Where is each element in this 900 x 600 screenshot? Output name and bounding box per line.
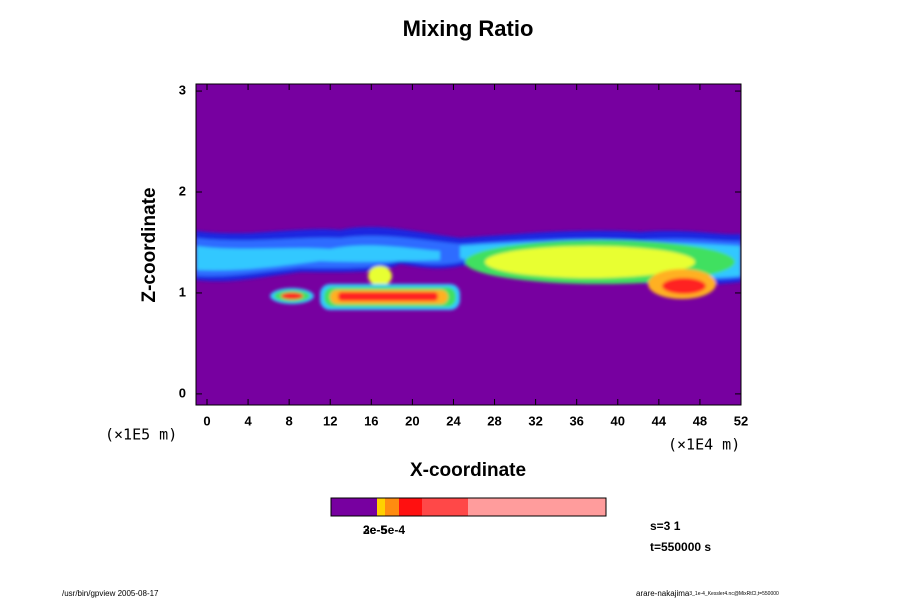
y-axis-title: Z-coordinate — [139, 187, 160, 302]
colorbar-segment — [385, 498, 399, 516]
y-tick-label: 2 — [179, 183, 186, 198]
colorbar-segment — [399, 498, 422, 516]
x-tick-label: 40 — [611, 413, 625, 428]
x-tick-label: 20 — [405, 413, 419, 428]
colorbar-segment — [331, 498, 377, 516]
x-tick-label: 32 — [528, 413, 542, 428]
x-tick-label: 4 — [244, 413, 252, 428]
x-tick-label: 16 — [364, 413, 378, 428]
colorbar-label: 5e-4 — [381, 523, 405, 537]
colorbar-label: 2e-5 — [363, 523, 387, 537]
footer-right-main: arare-nakajima — [636, 589, 690, 598]
info-text: t=550000 s — [650, 540, 711, 554]
y-tick-label: 0 — [179, 385, 186, 400]
colorbar-frame — [330, 497, 607, 517]
footer-right: arare-nakajima3_1e-4_Kessler4.nc@MixRtCl… — [636, 589, 779, 598]
x-tick-label: 44 — [652, 413, 667, 428]
footer-left: /usr/bin/gpview 2005-08-17 — [62, 589, 159, 598]
footer-right-detail: 3_1e-4_Kessler4.nc@MixRtCl,t=550000 — [689, 591, 779, 597]
plot-frame — [195, 83, 742, 406]
colorbar-segment — [377, 498, 385, 516]
colorbar-segment — [468, 498, 606, 516]
chart-title: Mixing Ratio — [403, 16, 534, 41]
info-text: s=3 1 — [650, 519, 681, 533]
x-tick-label: 36 — [569, 413, 583, 428]
x-tick-label: 24 — [446, 413, 461, 428]
x-tick-label: 28 — [487, 413, 501, 428]
colorbar-segment — [422, 498, 468, 516]
x-tick-label: 0 — [203, 413, 210, 428]
x-axis-title: X-coordinate — [410, 460, 526, 481]
x-tick-label: 48 — [693, 413, 707, 428]
colorbar-label: 3e-5 — [363, 523, 387, 537]
y-unit: (×1E5 m) — [105, 426, 177, 444]
y-tick-label: 1 — [179, 284, 186, 299]
contour-field — [196, 227, 741, 310]
y-tick-label: 3 — [179, 83, 186, 98]
colorbar: 2e-53e-55e-4 — [330, 497, 607, 537]
x-tick-label: 52 — [734, 413, 748, 428]
x-tick-label: 8 — [286, 413, 293, 428]
x-tick-label: 12 — [323, 413, 337, 428]
x-unit: (×1E4 m) — [668, 436, 740, 454]
